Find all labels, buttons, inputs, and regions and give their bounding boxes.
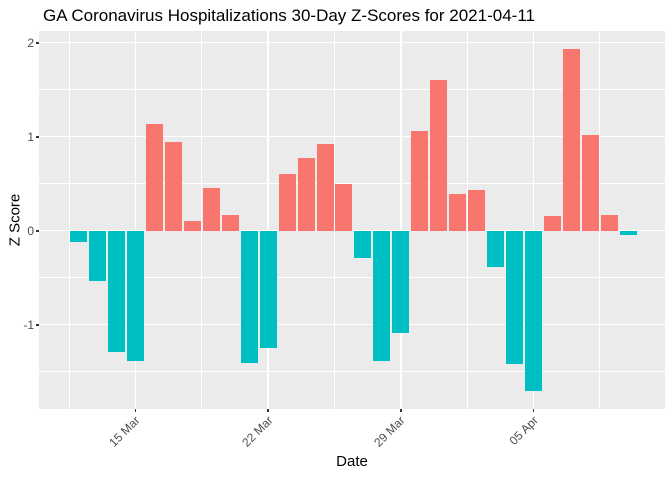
bar-2021-03-19 [202, 188, 220, 231]
y-tick-label: 1 [27, 129, 34, 144]
y-tick-label: -1 [23, 317, 34, 332]
bar-2021-03-15 [127, 230, 145, 362]
x-tick-label: 15 Mar [106, 413, 143, 450]
bar-2021-04-03 [486, 230, 504, 268]
plot-panel [39, 31, 665, 409]
x-tick-label: 22 Mar [239, 413, 276, 450]
minor-gridline-vertical [333, 31, 335, 409]
bar-2021-03-12 [70, 230, 88, 242]
bar-2021-04-02 [468, 190, 486, 231]
y-tick-mark [36, 324, 39, 326]
x-tick-mark [134, 409, 137, 412]
y-tick-label: 2 [27, 35, 34, 50]
bar-2021-03-14 [108, 230, 126, 352]
bar-2021-03-21 [240, 230, 258, 364]
minor-gridline-vertical [68, 31, 70, 409]
x-tick-mark [532, 409, 535, 412]
bar-2021-03-17 [165, 142, 182, 231]
minor-gridline-vertical [201, 31, 203, 409]
major-gridline-horizontal [39, 135, 665, 138]
bar-2021-03-30 [411, 131, 429, 231]
x-tick-label: 05 Apr [506, 413, 541, 448]
bar-2021-04-01 [449, 194, 467, 231]
y-tick-label: 0 [27, 223, 34, 238]
y-tick-mark [36, 42, 39, 44]
major-gridline-vertical [267, 31, 269, 409]
minor-gridline-horizontal [39, 371, 665, 373]
major-gridline-horizontal [39, 41, 665, 44]
bar-2021-03-24 [297, 158, 315, 231]
x-tick-mark [267, 409, 269, 412]
bar-2021-04-04 [505, 230, 523, 365]
bar-2021-04-10 [619, 230, 637, 236]
major-gridline-horizontal [39, 323, 665, 326]
y-tick-mark [36, 136, 39, 138]
minor-gridline-horizontal [39, 89, 665, 91]
bar-2021-03-26 [335, 183, 353, 231]
x-tick-label: 29 Mar [371, 413, 408, 450]
bar-2021-03-29 [392, 230, 410, 334]
minor-gridline-horizontal [39, 277, 665, 279]
major-gridline-vertical [134, 31, 137, 409]
bar-2021-04-07 [562, 49, 580, 231]
bar-2021-03-22 [259, 230, 277, 349]
bar-2021-03-23 [278, 174, 296, 231]
major-gridline-vertical [400, 31, 402, 409]
bar-2021-04-09 [600, 214, 618, 231]
y-axis-title: Z Score [6, 193, 24, 247]
y-tick-mark [36, 230, 39, 232]
bar-2021-03-18 [183, 221, 201, 231]
bar-2021-03-31 [430, 80, 448, 231]
x-axis-title: Date [336, 453, 368, 470]
bar-2021-03-20 [221, 214, 239, 231]
minor-gridline-vertical [466, 31, 468, 409]
bar-2021-03-16 [146, 123, 164, 231]
bar-2021-03-28 [373, 230, 391, 362]
bar-2021-03-13 [89, 230, 107, 281]
bar-2021-04-06 [543, 215, 561, 231]
bar-2021-03-27 [354, 230, 372, 258]
major-gridline-vertical [532, 31, 535, 409]
chart-title: GA Coronavirus Hospitalizations 30-Day Z… [43, 6, 535, 25]
bar-2021-04-05 [524, 230, 542, 392]
bar-2021-04-08 [581, 134, 599, 231]
major-gridline-horizontal [39, 229, 665, 232]
bar-2021-03-25 [316, 144, 334, 231]
minor-gridline-vertical [599, 31, 601, 409]
x-tick-mark [400, 409, 402, 412]
